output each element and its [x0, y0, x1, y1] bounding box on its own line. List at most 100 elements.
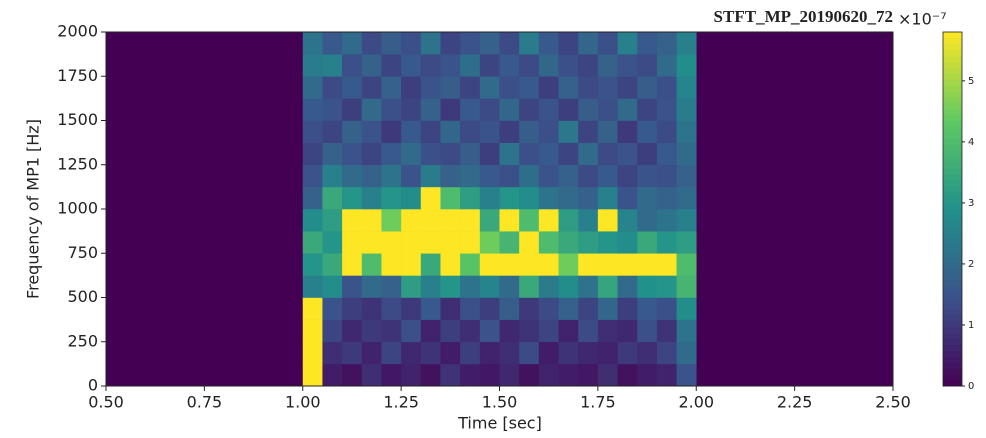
colorbar-segment — [943, 108, 962, 116]
heatmap-cell — [637, 341, 658, 365]
heatmap-cell — [342, 120, 363, 143]
heatmap-cell — [538, 231, 559, 254]
heatmap-cell — [637, 76, 658, 99]
heatmap-cell — [479, 98, 500, 121]
heatmap-cell — [460, 253, 481, 276]
heatmap-cell — [440, 253, 461, 276]
colorbar-scale-label: ×10⁻⁷ — [898, 10, 947, 29]
heatmap-cell — [302, 32, 323, 55]
colorbar-segment — [943, 226, 962, 234]
heatmap-cell — [302, 54, 323, 77]
colorbar-segment — [943, 67, 962, 74]
heatmap-cell — [381, 164, 402, 188]
heatmap-cell — [617, 54, 638, 77]
heatmap-cell — [381, 363, 402, 387]
colorbar-segment — [943, 220, 962, 228]
heatmap-cell — [322, 32, 343, 55]
x-tick-label: 1.50 — [482, 393, 518, 412]
heatmap-cell — [676, 76, 697, 99]
heatmap-cell — [676, 98, 697, 121]
heatmap-cell — [499, 319, 520, 343]
heatmap-cell — [401, 253, 422, 276]
heatmap-cell — [440, 32, 461, 55]
heatmap-cell — [538, 164, 559, 188]
heatmap-cell — [558, 231, 579, 254]
heatmap-cell — [676, 209, 697, 232]
colorbar-segment — [943, 43, 962, 51]
heatmap-cell — [361, 253, 382, 276]
colorbar-segment — [943, 273, 962, 281]
colorbar-segment — [943, 32, 962, 39]
heatmap-cell — [558, 209, 579, 232]
heatmap-cell — [342, 142, 363, 166]
heatmap-cell — [519, 120, 540, 143]
heatmap-cell — [342, 341, 363, 365]
heatmap-cell — [302, 363, 323, 387]
colorbar-segment — [943, 155, 962, 163]
heatmap-cell — [617, 98, 638, 121]
heatmap-cell — [656, 32, 677, 55]
heatmap-cell — [617, 231, 638, 254]
heatmap-cell — [597, 253, 618, 276]
heatmap-cell — [460, 275, 481, 298]
colorbar-segment — [943, 37, 962, 45]
heatmap-cell — [656, 142, 677, 166]
colorbar-segment — [943, 374, 962, 381]
colorbar-segment — [943, 362, 962, 369]
y-axis-label: Frequency of MP1 [Hz] — [24, 119, 43, 299]
y-tick-label: 1500 — [57, 110, 98, 129]
heatmap-cell — [342, 253, 363, 276]
heatmap-cell — [676, 142, 697, 166]
heatmap-cell — [499, 54, 520, 77]
heatmap-cell — [637, 186, 658, 210]
colorbar-segment — [943, 91, 962, 98]
heatmap-cell — [558, 297, 579, 320]
heatmap-cell — [637, 231, 658, 254]
heatmap-cell — [578, 297, 599, 320]
heatmap-cell — [558, 253, 579, 276]
colorbar-segment — [943, 144, 962, 151]
y-tick-label: 2000 — [57, 22, 98, 41]
heatmap-cell — [381, 341, 402, 365]
heatmap-cell — [302, 186, 323, 210]
heatmap-cell — [578, 231, 599, 254]
heatmap-cell — [499, 164, 520, 188]
heatmap-cell — [401, 209, 422, 232]
heatmap-cell — [637, 120, 658, 143]
y-tick-label: 250 — [67, 331, 98, 350]
x-tick-label: 2.50 — [875, 393, 911, 412]
colorbar-segment — [943, 327, 962, 334]
heatmap-cell — [479, 341, 500, 365]
colorbar-segment — [943, 244, 962, 251]
heatmap-cell — [460, 164, 481, 188]
heatmap-cell — [479, 186, 500, 210]
heatmap-cell — [420, 231, 441, 254]
heatmap-cell — [637, 253, 658, 276]
colorbar-tick-label: 4 — [968, 137, 974, 148]
heatmap-cell — [637, 275, 658, 298]
heatmap-cell — [361, 186, 382, 210]
heatmap-cell — [479, 275, 500, 298]
colorbar-tick-label: 0 — [968, 381, 974, 392]
colorbar-segment — [943, 96, 962, 104]
colorbar-segment — [943, 185, 962, 192]
colorbar-segment — [943, 173, 962, 180]
heatmap-cell — [420, 297, 441, 320]
heatmap-cell — [578, 253, 599, 276]
heatmap-cell — [499, 253, 520, 276]
heatmap-cell — [322, 76, 343, 99]
colorbar-segment — [943, 250, 962, 257]
heatmap-cell — [440, 275, 461, 298]
heatmap-cell — [519, 54, 540, 77]
heatmap-cell — [479, 363, 500, 387]
heatmap-cell — [519, 253, 540, 276]
heatmap-cell — [656, 164, 677, 188]
colorbar-segment — [943, 315, 962, 322]
heatmap-cell — [538, 209, 559, 232]
y-tick-label: 1250 — [57, 154, 98, 173]
heatmap-cell — [519, 319, 540, 343]
heatmap-cell — [499, 142, 520, 166]
heatmap-cell — [479, 297, 500, 320]
heatmap-cell — [499, 297, 520, 320]
heatmap-cell — [479, 142, 500, 166]
